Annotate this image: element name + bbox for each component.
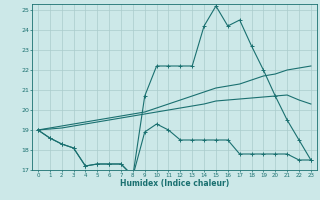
X-axis label: Humidex (Indice chaleur): Humidex (Indice chaleur) — [120, 179, 229, 188]
